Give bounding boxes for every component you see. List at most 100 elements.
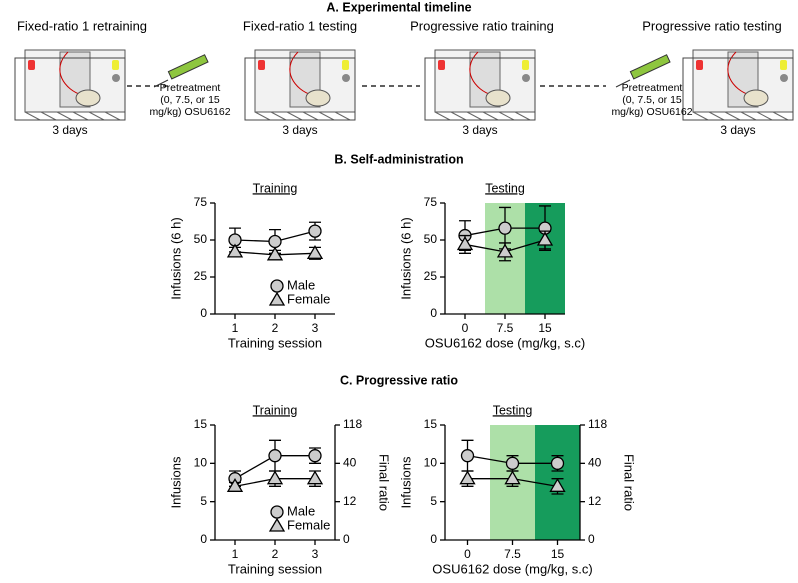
marker-triangle xyxy=(549,478,566,492)
x-tick-label: 0 xyxy=(462,321,469,335)
light-red xyxy=(28,60,35,70)
marker-triangle xyxy=(226,478,244,492)
floor-bar xyxy=(756,111,773,121)
y-tick-label: 50 xyxy=(424,232,438,246)
x-tick-label: 3 xyxy=(312,321,319,335)
light-yellow xyxy=(112,60,119,70)
floor-bar xyxy=(498,111,515,121)
floor-bar xyxy=(104,111,121,121)
marker-circle xyxy=(550,456,565,470)
stage-label: Progressive ratio testing xyxy=(642,18,781,33)
x-tick-label: 7.5 xyxy=(504,547,521,561)
y2-tick-label: 40 xyxy=(588,456,602,470)
legend-label: Male xyxy=(287,503,315,518)
floor-bar xyxy=(318,111,335,121)
marker-triangle xyxy=(536,231,554,246)
stage-label: Fixed-ratio 1 retraining xyxy=(17,18,147,33)
marker-triangle xyxy=(266,470,284,485)
rat xyxy=(485,89,511,107)
stage-label: Progressive ratio training xyxy=(410,18,554,33)
x-tick-label: 3 xyxy=(312,547,319,561)
y-tick-label: 25 xyxy=(194,269,208,283)
y-tick-label: 75 xyxy=(424,195,438,209)
y-tick-label: 0 xyxy=(200,306,207,320)
marker-triangle xyxy=(306,470,324,485)
y-tick-label: 10 xyxy=(424,456,438,470)
marker-triangle xyxy=(268,517,286,532)
panel-title: A. Experimental timeline xyxy=(326,0,471,14)
x-tick-label: 15 xyxy=(538,321,552,335)
pretreatment-text: Pretreatment xyxy=(622,82,683,94)
floor-bar xyxy=(88,111,105,121)
marker-triangle xyxy=(268,291,286,306)
y-tick-label: 0 xyxy=(430,306,437,320)
chart-title: Testing xyxy=(485,181,525,195)
y-tick-label: 75 xyxy=(194,195,208,209)
syringe xyxy=(167,54,209,80)
y-tick-label: 15 xyxy=(424,417,438,431)
y2-tick-label: 118 xyxy=(588,417,607,431)
tether xyxy=(59,51,83,96)
y2-tick-label: 40 xyxy=(343,456,357,470)
marker-circle xyxy=(505,456,520,470)
light-red xyxy=(258,60,265,70)
y-label: Infusions (6 h) xyxy=(168,217,183,299)
panel-title: B. Self-administration xyxy=(334,152,463,166)
marker-triangle xyxy=(496,243,514,258)
y2-label: Final ratio xyxy=(377,454,392,511)
x-label: OSU6162 dose (mg/kg, s.c) xyxy=(432,561,592,576)
marker-circle xyxy=(498,221,512,235)
cage xyxy=(424,49,536,121)
y-label: Infusions xyxy=(168,456,183,509)
floor-bar xyxy=(514,111,531,121)
marker-circle xyxy=(268,234,282,249)
x-tick-label: 7.5 xyxy=(497,321,514,335)
floor-bar xyxy=(302,111,319,121)
marker-circle xyxy=(268,449,282,463)
y-tick-label: 0 xyxy=(200,532,207,546)
floor-bar xyxy=(466,111,483,121)
lever xyxy=(522,74,530,82)
stage-days: 3 days xyxy=(720,123,755,137)
lever xyxy=(112,74,120,82)
stage-days: 3 days xyxy=(282,123,317,137)
floor-bar xyxy=(772,111,789,121)
pretreatment-text: (0, 7.5, or 15 xyxy=(622,94,682,106)
floor-bar xyxy=(434,111,451,121)
x-tick-label: 15 xyxy=(551,547,565,561)
cage-front xyxy=(244,57,356,121)
stage-days: 3 days xyxy=(462,123,497,137)
y-tick-label: 10 xyxy=(194,456,208,470)
y-tick-label: 5 xyxy=(430,494,437,508)
x-tick-label: 2 xyxy=(272,321,279,335)
chart-title: Training xyxy=(253,181,298,195)
y2-tick-label: 12 xyxy=(343,494,357,508)
x-tick-label: 1 xyxy=(232,547,239,561)
legend-label: Male xyxy=(287,277,315,292)
tether xyxy=(469,51,493,96)
cage-wall xyxy=(469,51,501,108)
needle xyxy=(615,79,631,88)
marker-triangle xyxy=(306,245,324,259)
stage-label: Fixed-ratio 1 testing xyxy=(243,18,357,33)
syringe xyxy=(629,54,671,80)
rat xyxy=(305,89,331,107)
floor-bar xyxy=(72,111,89,121)
floor-bar xyxy=(334,111,351,121)
floor-bar xyxy=(270,111,287,121)
y2-tick-label: 118 xyxy=(343,417,362,431)
pretreatment-text: mg/kg) OSU6162 xyxy=(149,106,230,118)
rat xyxy=(75,89,101,107)
pretreatment-text: Pretreatment xyxy=(160,82,221,94)
y-tick-label: 0 xyxy=(430,532,437,546)
lever xyxy=(780,74,788,82)
pretreatment-text: (0, 7.5, or 15 xyxy=(160,94,220,106)
stage-days: 3 days xyxy=(52,123,87,137)
y2-tick-label: 12 xyxy=(588,494,602,508)
y2-tick-label: 0 xyxy=(588,532,595,546)
light-red xyxy=(696,60,703,70)
floor-bar xyxy=(286,111,303,121)
pretreatment-text: mg/kg) OSU6162 xyxy=(611,106,692,118)
floor-bar xyxy=(56,111,73,121)
marker-triangle xyxy=(504,470,521,485)
